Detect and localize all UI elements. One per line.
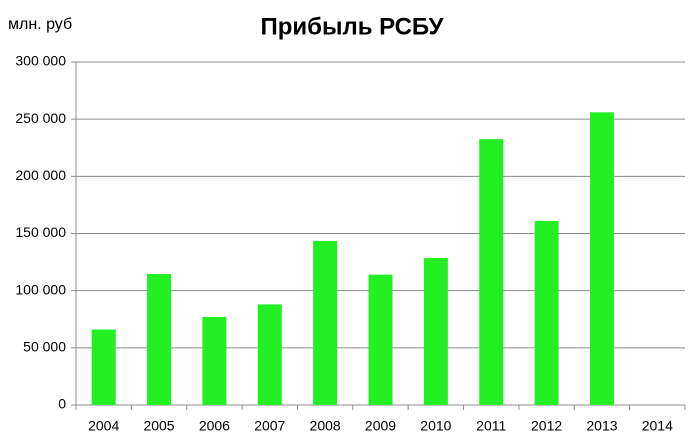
- x-tick-label: 2013: [586, 418, 617, 434]
- x-tick-label: 2007: [254, 418, 285, 434]
- y-tick-label: 250 000: [15, 110, 66, 126]
- x-tick-label: 2010: [420, 418, 451, 434]
- bar: [147, 274, 172, 405]
- x-tick-label: 2006: [199, 418, 230, 434]
- x-tick-label: 2012: [531, 418, 562, 434]
- x-tick-label: 2005: [143, 418, 174, 434]
- bar: [368, 274, 393, 405]
- x-tick-label: 2011: [476, 418, 506, 434]
- y-axis-label: млн. руб: [8, 16, 72, 33]
- x-tick-label: 2004: [88, 418, 119, 434]
- chart-title: Прибыль РСБУ: [261, 13, 445, 40]
- y-tick-label: 0: [58, 396, 66, 412]
- x-tick-label: 2014: [642, 418, 673, 434]
- bar: [479, 139, 504, 406]
- x-tick-label: 2008: [310, 418, 341, 434]
- bar: [202, 316, 227, 405]
- y-tick-label: 100 000: [15, 281, 66, 297]
- y-tick-label: 200 000: [15, 167, 66, 183]
- bar: [423, 258, 448, 405]
- x-tick-label: 2009: [365, 418, 396, 434]
- y-tick-label: 150 000: [15, 224, 66, 240]
- y-tick-label: 50 000: [23, 339, 66, 355]
- bar: [91, 329, 116, 405]
- bar: [589, 112, 614, 405]
- bar: [534, 220, 559, 405]
- bar: [313, 240, 338, 405]
- y-tick-label: 300 000: [15, 53, 66, 69]
- bar: [257, 304, 282, 405]
